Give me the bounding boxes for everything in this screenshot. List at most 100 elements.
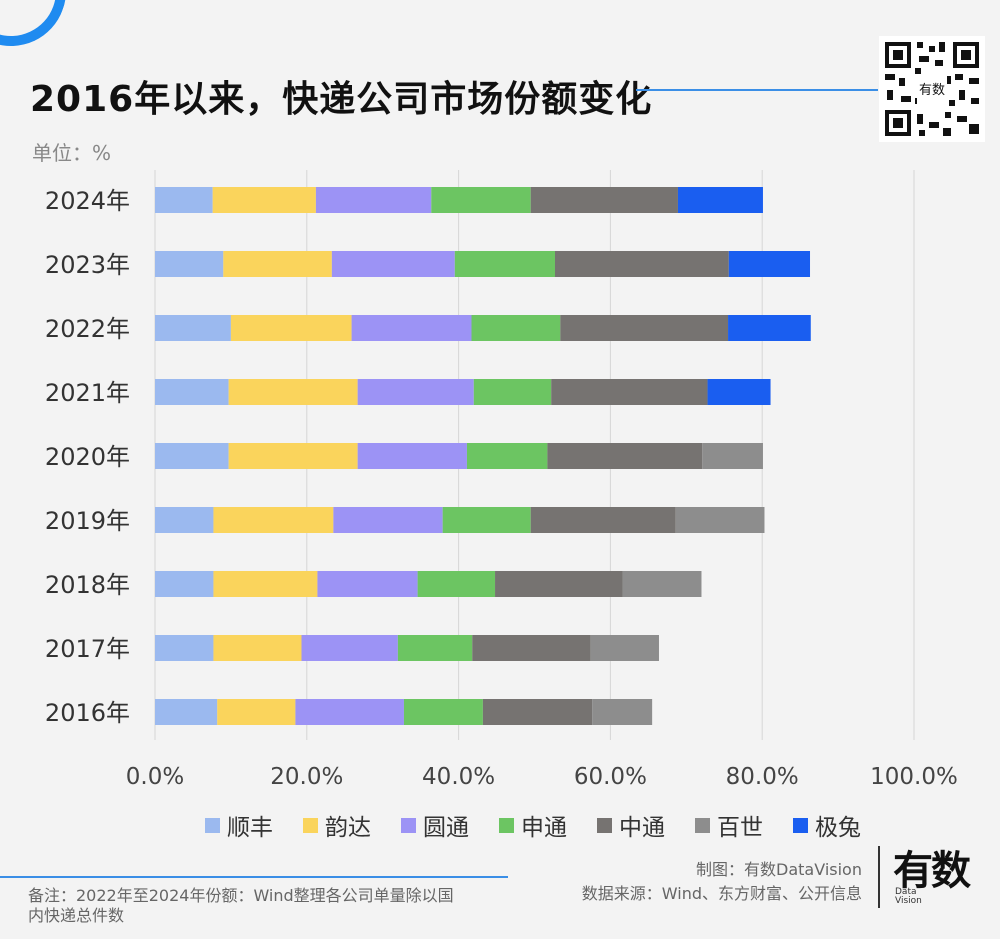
bar-segment-中通 [472,635,591,661]
x-tick-label: 60.0% [574,764,647,790]
legend-item: 圆通 [401,808,469,842]
bar-segment-申通 [397,635,473,661]
corner-arc-decoration [0,0,82,62]
y-category-label: 2022年 [45,315,130,343]
bar-segment-申通 [473,379,552,405]
qr-code[interactable]: 有数 [879,36,985,142]
bar-segment-圆通 [315,187,432,213]
legend-label: 百世 [717,815,763,841]
brand-logo: 有数 [893,848,971,894]
bar-segment-极兔 [728,251,811,277]
bar-segment-极兔 [707,379,771,405]
legend-item: 极兔 [793,808,861,842]
bar-segment-顺丰 [155,315,231,341]
bar-segment-中通 [530,187,678,213]
chart-legend: 顺丰 韵达 圆通 申通 中通 百世 极兔 [205,808,861,842]
bar-segment-百世 [592,699,653,725]
bar-segment-百世 [702,443,763,469]
bar-segment-顺丰 [155,187,213,213]
bar-segment-圆通 [351,315,472,341]
legend-label: 顺丰 [227,815,273,841]
bar-segment-圆通 [301,635,398,661]
unit-label: 单位：% [32,141,112,165]
bar-segment-顺丰 [155,379,229,405]
y-category-label: 2018年 [45,571,130,599]
bar-segment-中通 [560,315,729,341]
page-title: 2016年以来，快递公司市场份额变化 [30,79,653,120]
y-category-label: 2016年 [45,699,130,727]
footer-note: 备注：2022年至2024年份额：Wind整理各公司单量除以国内快递总件数 [28,886,454,925]
bar-segment-顺丰 [155,251,224,277]
bar-segment-圆通 [317,571,418,597]
credit-source: 数据来源：Wind、东方财富、公开信息 [581,884,862,903]
legend-label: 韵达 [325,815,371,841]
bar-segment-极兔 [728,315,811,341]
bar-segment-百世 [622,571,702,597]
brand-sub-data: Data [895,887,917,897]
bar-segment-申通 [442,507,531,533]
legend-swatch [793,817,808,833]
bar-segment-韵达 [230,315,352,341]
legend-swatch [401,817,416,833]
legend-label: 中通 [619,815,665,841]
bar-segment-申通 [471,315,561,341]
brand-separator [878,846,880,908]
legend-swatch [695,817,710,833]
x-tick-label: 40.0% [422,764,495,790]
legend-label: 极兔 [815,815,861,841]
legend-label: 圆通 [423,815,469,841]
x-tick-label: 100.0% [870,764,958,790]
bar-segment-韵达 [228,443,358,469]
bar-segment-韵达 [213,571,318,597]
qr-center-badge: 有数 [919,83,945,98]
bar-segment-韵达 [213,507,334,533]
bar-segment-中通 [554,251,729,277]
bar-segment-韵达 [228,379,358,405]
legend-item: 中通 [597,808,665,842]
y-category-label: 2019年 [45,507,130,535]
bar-segment-百世 [590,635,659,661]
bar-segment-极兔 [677,187,763,213]
bar-segment-申通 [431,187,531,213]
bar-segment-圆通 [357,379,474,405]
bar-segment-申通 [466,443,548,469]
bar-segment-顺丰 [155,699,218,725]
legend-label: 申通 [521,815,567,841]
bar-segment-圆通 [357,443,467,469]
bar-segment-韵达 [223,251,332,277]
legend-swatch [303,817,318,833]
brand-sub-vision: Vision [895,896,922,906]
bar-segment-申通 [417,571,496,597]
legend-item: 百世 [695,808,763,842]
bar-segment-顺丰 [155,571,214,597]
bar-segment-圆通 [333,507,443,533]
bar-segment-顺丰 [155,635,214,661]
bar-segment-申通 [403,699,483,725]
x-tick-label: 0.0% [126,764,184,790]
stacked-bar-chart: 0.0% 20.0% 40.0% 60.0% 80.0% 100.0% 2024年 2023年… [45,170,958,790]
bar-segment-中通 [547,443,703,469]
y-category-label: 2024年 [45,187,130,215]
bar-segment-百世 [675,507,765,533]
y-category-label: 2023年 [45,251,130,279]
title-divider [636,89,878,91]
bar-segment-中通 [551,379,708,405]
x-tick-label: 80.0% [726,764,799,790]
y-category-label: 2021年 [45,379,130,407]
bar-segment-中通 [482,699,593,725]
bar-segment-顺丰 [155,443,229,469]
legend-swatch [499,817,514,833]
legend-item: 申通 [499,808,567,842]
bar-segment-中通 [530,507,676,533]
bar-segment-申通 [454,251,555,277]
bar-segment-圆通 [295,699,404,725]
y-category-label: 2020年 [45,443,130,471]
y-category-label: 2017年 [45,635,130,663]
bar-segment-圆通 [331,251,455,277]
footer-divider [0,876,508,878]
bar-segment-韵达 [217,699,296,725]
legend-swatch [205,817,220,833]
bar-segment-韵达 [212,187,316,213]
bar-segment-中通 [495,571,623,597]
bar-segment-韵达 [213,635,302,661]
